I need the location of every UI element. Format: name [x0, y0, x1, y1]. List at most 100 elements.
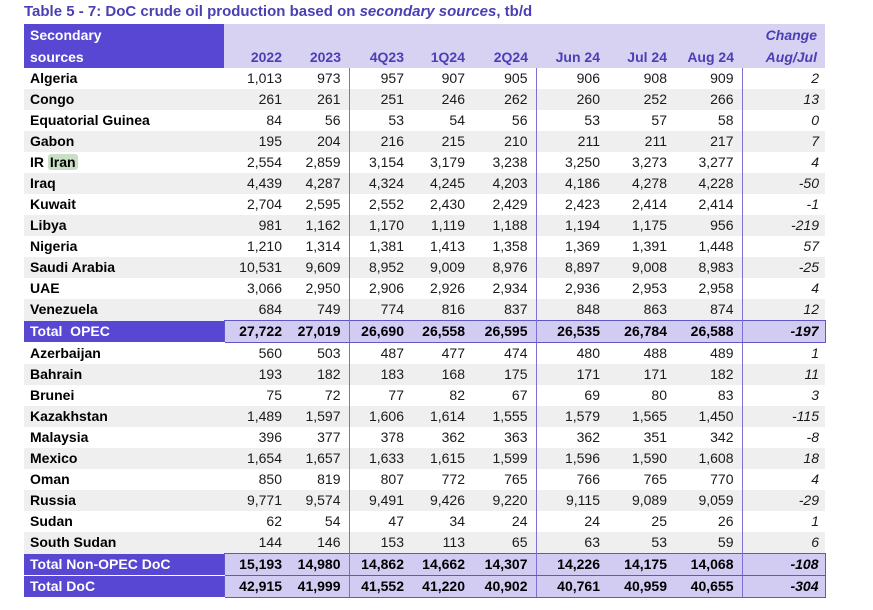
value-cell: 41,220: [412, 575, 473, 598]
value-cell: 69: [536, 385, 608, 406]
value-cell: 1,590: [608, 448, 675, 469]
value-cell: 874: [675, 299, 743, 321]
value-cell: 957: [349, 68, 412, 89]
row-label: Total DoC: [24, 575, 224, 598]
header-row-top: Secondary Change: [24, 24, 825, 46]
value-cell: 72: [290, 385, 350, 406]
value-cell: 909: [675, 68, 743, 89]
value-cell: 1,448: [675, 236, 743, 257]
value-cell: 2,414: [675, 194, 743, 215]
value-cell: 4,203: [473, 173, 537, 194]
value-cell: 2,595: [290, 194, 350, 215]
value-cell: 14,862: [349, 553, 412, 576]
change-cell: 4: [742, 469, 825, 490]
value-cell: 261: [290, 89, 350, 110]
value-cell: 210: [473, 131, 537, 152]
row-label: Kazakhstan: [24, 406, 224, 427]
table-row: Russia 9,771 9,574 9,491 9,426 9,220 9,115 9,08…: [24, 490, 825, 511]
value-cell: 47: [349, 511, 412, 532]
value-cell: 53: [608, 532, 675, 554]
row-label: Brunei: [24, 385, 224, 406]
change-cell: 12: [742, 299, 825, 321]
row-label: Oman: [24, 469, 224, 490]
table-header: Secondary Change sources 2022 2023 4Q23 …: [24, 24, 825, 68]
value-cell: 1,369: [536, 236, 608, 257]
value-cell: 2,934: [473, 278, 537, 299]
change-cell: 1: [742, 342, 825, 364]
table-row: IR Iran 2,554 2,859 3,154 3,179 3,238 3,250 3,2…: [24, 152, 825, 173]
value-cell: 53: [349, 110, 412, 131]
value-cell: 40,902: [473, 575, 537, 598]
column-header-4q23: 4Q23: [349, 46, 412, 68]
change-cell: 6: [742, 532, 825, 554]
value-cell: 246: [412, 89, 473, 110]
value-cell: 1,175: [608, 215, 675, 236]
value-cell: 67: [473, 385, 537, 406]
value-cell: 819: [290, 469, 350, 490]
change-cell: 1: [742, 511, 825, 532]
value-cell: 41,999: [290, 575, 350, 598]
value-cell: 9,220: [473, 490, 537, 511]
value-cell: 1,654: [224, 448, 290, 469]
value-cell: 26,784: [608, 320, 675, 343]
value-cell: 560: [224, 342, 290, 364]
change-cell: 0: [742, 110, 825, 131]
value-cell: 2,704: [224, 194, 290, 215]
value-cell: 211: [608, 131, 675, 152]
value-cell: 1,606: [349, 406, 412, 427]
value-cell: 9,771: [224, 490, 290, 511]
value-cell: 146: [290, 532, 350, 554]
value-cell: 4,278: [608, 173, 675, 194]
value-cell: 34: [412, 511, 473, 532]
value-cell: 171: [608, 364, 675, 385]
row-label: Russia: [24, 490, 224, 511]
value-cell: 182: [290, 364, 350, 385]
value-cell: 82: [412, 385, 473, 406]
table-row: Oman 850 819 807 772 765 766 765 770 4: [24, 469, 825, 490]
change-cell: 11: [742, 364, 825, 385]
value-cell: 1,596: [536, 448, 608, 469]
value-cell: 2,958: [675, 278, 743, 299]
value-cell: 863: [608, 299, 675, 321]
value-cell: 1,597: [290, 406, 350, 427]
title-suffix: , tb/d: [496, 3, 533, 20]
value-cell: 2,414: [608, 194, 675, 215]
value-cell: 8,976: [473, 257, 537, 278]
header-change-period: Aug/Jul: [742, 46, 825, 68]
value-cell: 351: [608, 427, 675, 448]
table-row: Gabon 195 204 216 215 210 211 211 217 7: [24, 131, 825, 152]
value-cell: 3,179: [412, 152, 473, 173]
row-label: Kuwait: [24, 194, 224, 215]
value-cell: 396: [224, 427, 290, 448]
value-cell: 378: [349, 427, 412, 448]
value-cell: 4,324: [349, 173, 412, 194]
header-label-line2: sources: [24, 46, 224, 68]
value-cell: 14,226: [536, 553, 608, 576]
value-cell: 480: [536, 342, 608, 364]
value-cell: 26,595: [473, 320, 537, 343]
table-row: Kazakhstan 1,489 1,597 1,606 1,614 1,555 1,579…: [24, 406, 825, 427]
table-row: Venezuela 684 749 774 816 837 848 863 874 12: [24, 299, 825, 321]
value-cell: 489: [675, 342, 743, 364]
title-prefix: Table 5 - 7: DoC crude oil production ba…: [24, 3, 360, 20]
value-cell: 765: [608, 469, 675, 490]
change-cell: -197: [742, 320, 826, 343]
value-cell: 4,439: [224, 173, 290, 194]
value-cell: 14,068: [675, 553, 743, 576]
value-cell: 1,314: [290, 236, 350, 257]
column-header-aug24: Aug 24: [675, 46, 742, 68]
row-label: Sudan: [24, 511, 224, 532]
row-label: Total Non-OPEC DoC: [24, 553, 224, 576]
value-cell: 2,936: [536, 278, 608, 299]
value-cell: 215: [412, 131, 473, 152]
value-cell: 40,655: [675, 575, 743, 598]
value-cell: 3,250: [536, 152, 608, 173]
value-cell: 144: [224, 532, 290, 554]
value-cell: 1,555: [473, 406, 537, 427]
header-row-bottom: sources 2022 2023 4Q23 1Q24 2Q24 Jun 24 …: [24, 46, 825, 68]
row-label: IR Iran: [24, 152, 224, 173]
value-cell: 41,552: [349, 575, 412, 598]
value-cell: 2,423: [536, 194, 608, 215]
value-cell: 27,722: [223, 320, 290, 343]
value-cell: 4,228: [675, 173, 743, 194]
